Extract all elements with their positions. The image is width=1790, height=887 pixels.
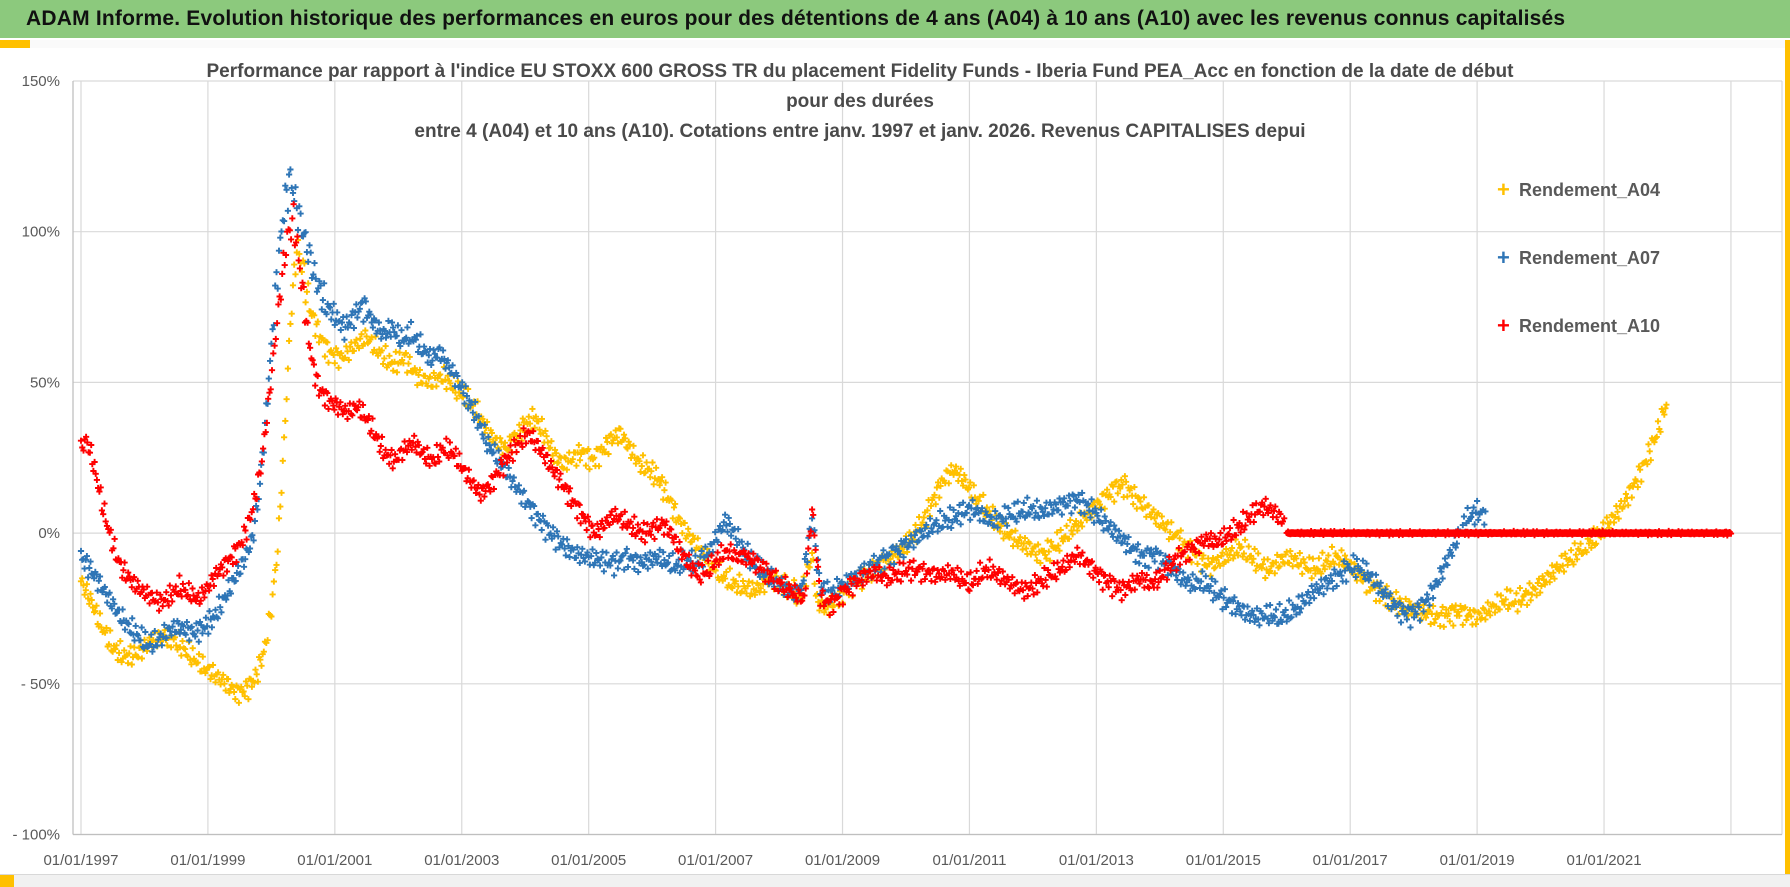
plus-marker-icon: + — [1497, 177, 1510, 202]
y-axis-tick-label: 150% — [22, 73, 60, 90]
x-axis-tick-label: 01/01/2019 — [1440, 852, 1515, 869]
x-axis-tick-label: 01/01/1997 — [43, 852, 118, 869]
legend-label: Rendement_A04 — [1519, 179, 1661, 200]
x-axis-tick-label: 01/01/2001 — [297, 852, 372, 869]
legend-item-rendement-a07: + Rendement_A07 — [1497, 240, 1660, 276]
legend-label: Rendement_A07 — [1519, 247, 1661, 268]
series-Rendement_A04 — [77, 236, 1670, 706]
series-Rendement_A10 — [77, 201, 1288, 619]
y-axis-tick-label: - 100% — [12, 827, 60, 844]
gold-accent-corner — [0, 875, 14, 887]
legend-item-rendement-a04: + Rendement_A04 — [1497, 172, 1660, 208]
legend-item-rendement-a10: + Rendement_A10 — [1497, 308, 1660, 344]
gold-accent-right — [1785, 40, 1790, 886]
y-axis-tick-label: - 50% — [21, 676, 60, 693]
plus-marker-icon: + — [1497, 245, 1510, 270]
gold-accent-left — [0, 40, 30, 48]
subheader-strip — [0, 40, 1790, 48]
x-axis-tick-label: 01/01/2009 — [805, 852, 880, 869]
x-axis-tick-label: 01/01/1999 — [170, 852, 245, 869]
plus-marker-icon: + — [1497, 313, 1510, 338]
x-axis-tick-label: 01/01/2011 — [932, 852, 1006, 869]
x-axis-tick-label: 01/01/2017 — [1313, 852, 1388, 869]
x-axis-tick-label: 01/01/2015 — [1186, 852, 1261, 869]
x-axis-tick-label: 01/01/2007 — [678, 852, 753, 869]
x-axis-tick-label: 01/01/2013 — [1059, 852, 1134, 869]
page-title: ADAM Informe. Evolution historique des p… — [26, 7, 1566, 30]
x-axis-tick-label: 01/01/2005 — [551, 852, 626, 869]
legend-label: Rendement_A10 — [1519, 315, 1661, 336]
x-axis-tick-label: 01/01/2003 — [424, 852, 499, 869]
y-axis-tick-label: 0% — [38, 525, 60, 542]
header-bar: ADAM Informe. Evolution historique des p… — [0, 0, 1790, 40]
x-axis-tick-label: 01/01/2021 — [1567, 852, 1642, 869]
y-axis-tick-label: 50% — [30, 374, 60, 391]
y-axis-tick-label: 100% — [22, 224, 60, 241]
horizontal-scrollbar[interactable] — [0, 874, 1790, 887]
chart-legend: + Rendement_A04 + Rendement_A07 + Rendem… — [1497, 172, 1660, 376]
